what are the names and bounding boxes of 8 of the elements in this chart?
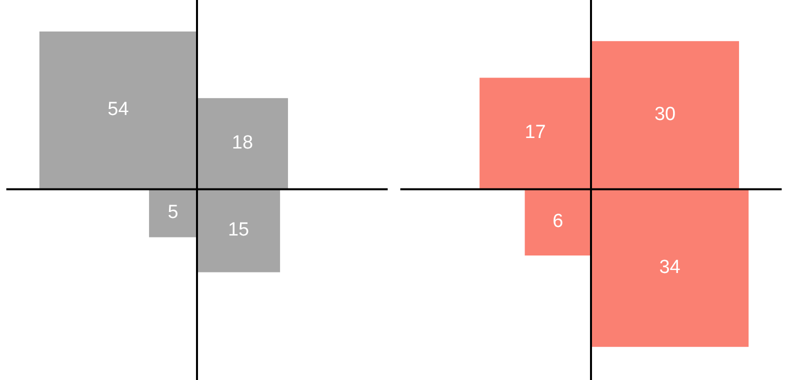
data-label: 5 [168, 202, 178, 223]
data-label: 34 [659, 256, 681, 278]
data-label: 18 [232, 132, 254, 154]
data-label: 17 [524, 122, 546, 144]
data-label: 54 [108, 99, 130, 120]
data-label: 15 [228, 220, 250, 241]
data-label: 30 [654, 104, 676, 125]
data-label: 6 [552, 211, 564, 232]
